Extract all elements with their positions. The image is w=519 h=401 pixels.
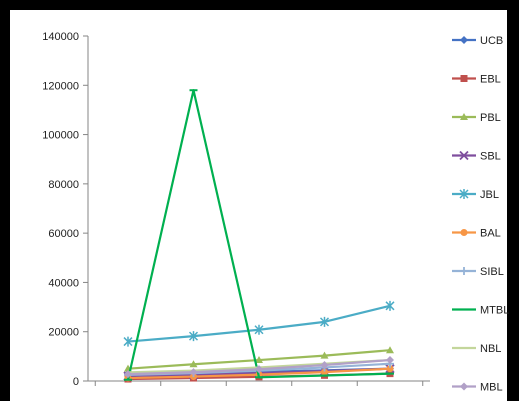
- axes: 0 20000 40000 60000 80000 100000 120000 140000: [42, 31, 430, 388]
- legend-entry-bal: BAL: [452, 228, 501, 240]
- data-point-pbl: [386, 346, 394, 354]
- data-point-bal: [321, 368, 328, 376]
- legend-label-bal: BAL: [480, 228, 501, 240]
- data-point-pbl: [320, 351, 329, 359]
- legend-marker-ucb: [460, 36, 468, 44]
- data-point-mbl: [386, 356, 394, 365]
- legend-marker-mbl: [460, 382, 468, 391]
- legend-label-ucb: UCB: [480, 35, 503, 47]
- data-point-jbl: [319, 316, 330, 327]
- data-point-jbl: [123, 336, 133, 347]
- data-point-pbl: [255, 356, 263, 364]
- legend-label-ebl: EBL: [480, 74, 501, 86]
- data-point-bal: [386, 365, 394, 373]
- data-point-jbl: [385, 300, 395, 311]
- series-layer: [123, 89, 395, 383]
- legend-marker-ebl: [460, 75, 468, 82]
- legend-entry-mbl: MBL: [452, 382, 503, 394]
- y-tick-label: 100000: [42, 130, 79, 142]
- data-point-mbl: [189, 368, 198, 377]
- data-point-jbl: [254, 324, 264, 335]
- data-point-mbl: [320, 360, 329, 369]
- legend-label-mtbl: MTBL: [480, 305, 509, 317]
- legend-entry-nbl: NBL: [452, 343, 501, 355]
- legend-entry-ucb: UCB: [452, 35, 503, 47]
- legend-label-sibl: SIBL: [480, 266, 504, 278]
- chart-area: [10, 10, 507, 401]
- y-tick-label: 20000: [48, 327, 79, 339]
- legend-label-nbl: NBL: [480, 343, 501, 355]
- data-point-mbl: [124, 370, 132, 379]
- data-point-jbl: [188, 331, 199, 342]
- legend-label-jbl: JBL: [480, 189, 499, 201]
- y-tick-label: 140000: [42, 31, 79, 43]
- series-mtbl: [124, 89, 394, 381]
- data-point-mbl: [255, 365, 263, 374]
- legend-entry-sibl: SIBL: [452, 266, 504, 278]
- legend-entry-mtbl: MTBL: [452, 305, 509, 317]
- legend-label-sbl: SBL: [480, 151, 501, 163]
- y-tick-label: 120000: [42, 80, 79, 92]
- legend-marker-sibl: [460, 267, 468, 275]
- legend-entry-sbl: SBL: [452, 151, 501, 163]
- legend-entry-ebl: EBL: [452, 74, 501, 86]
- legend-entry-pbl: PBL: [452, 112, 501, 124]
- legend-marker-pbl: [460, 113, 468, 120]
- legend-label-pbl: PBL: [480, 112, 501, 124]
- legend-marker-bal: [460, 229, 468, 236]
- y-tick-label: 60000: [48, 228, 79, 240]
- series-mbl: [124, 356, 394, 379]
- series-jbl: [123, 300, 395, 347]
- y-tick-label: 40000: [48, 277, 79, 289]
- legend: UCB EBL PBL SBL JBL BAL SIBL MTBL NBL MBL: [452, 35, 509, 394]
- legend-marker-jbl: [459, 189, 469, 199]
- legend-marker-sbl: [459, 150, 469, 161]
- legend-label-mbl: MBL: [480, 382, 503, 394]
- y-tick-label: 80000: [48, 179, 79, 191]
- y-tick-label: 0: [73, 376, 79, 388]
- data-point-pbl: [189, 360, 198, 368]
- legend-entry-jbl: JBL: [452, 189, 499, 201]
